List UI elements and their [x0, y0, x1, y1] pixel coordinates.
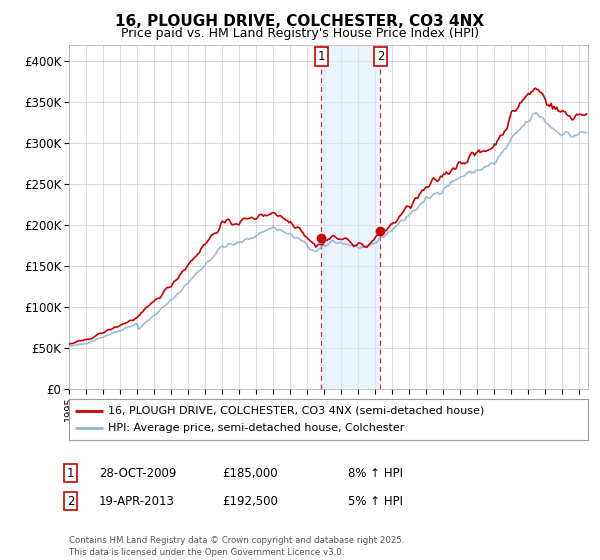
Text: HPI: Average price, semi-detached house, Colchester: HPI: Average price, semi-detached house,…	[108, 423, 404, 433]
Text: 1: 1	[67, 466, 74, 480]
Text: 2: 2	[377, 50, 384, 63]
Text: 5% ↑ HPI: 5% ↑ HPI	[348, 494, 403, 508]
Text: 2: 2	[67, 494, 74, 508]
Text: 16, PLOUGH DRIVE, COLCHESTER, CO3 4NX: 16, PLOUGH DRIVE, COLCHESTER, CO3 4NX	[115, 14, 485, 29]
Text: 19-APR-2013: 19-APR-2013	[99, 494, 175, 508]
Text: Price paid vs. HM Land Registry's House Price Index (HPI): Price paid vs. HM Land Registry's House …	[121, 27, 479, 40]
Text: £185,000: £185,000	[222, 466, 278, 480]
Text: 1: 1	[317, 50, 325, 63]
Bar	[322, 45, 380, 389]
Text: 28-OCT-2009: 28-OCT-2009	[99, 466, 176, 480]
Text: £192,500: £192,500	[222, 494, 278, 508]
Text: 16, PLOUGH DRIVE, COLCHESTER, CO3 4NX (semi-detached house): 16, PLOUGH DRIVE, COLCHESTER, CO3 4NX (s…	[108, 405, 484, 416]
Text: 8% ↑ HPI: 8% ↑ HPI	[348, 466, 403, 480]
Text: Contains HM Land Registry data © Crown copyright and database right 2025.
This d: Contains HM Land Registry data © Crown c…	[69, 536, 404, 557]
